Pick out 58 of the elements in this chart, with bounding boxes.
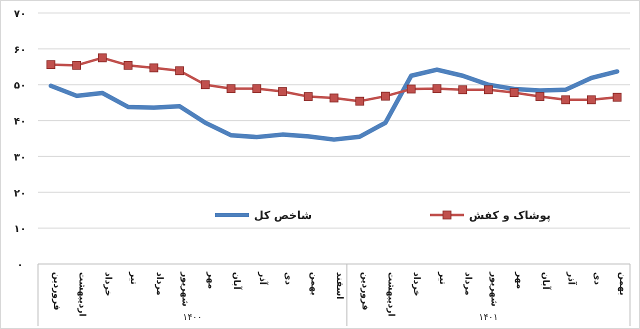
x-tick-label: شهریور [488,271,498,307]
x-tick-label: شهریور [180,271,190,307]
x-tick-label: دی [591,272,602,286]
point [304,92,313,101]
y-tick-label: ۲۰ [14,188,26,200]
x-tick-label: مهر [514,271,524,290]
x-tick-label: تیر [128,271,138,285]
point [124,60,132,70]
point [98,53,107,62]
x-tick-label: اردیبهشت [76,272,87,317]
point [406,84,416,94]
x-tick-label: خرداد [102,272,112,296]
x-tick-label: مرداد [154,272,164,296]
x-tick-label: مرداد [462,272,473,296]
point [330,94,338,102]
point [612,92,622,102]
y-tick-label: ۷۰ [14,9,26,20]
point [278,87,287,96]
x-tick-label: اسفند [334,272,344,300]
x-tick-label: مهر [205,271,216,290]
y-tick-label: ۰ [16,260,24,271]
x-tick-label: دی [282,272,293,286]
y-tick-label: ۳۰ [14,152,26,164]
x-tick-label: تیر [436,271,447,285]
x-tick-label: آذر [256,271,269,286]
y-tick-label: ۶۰ [14,44,26,56]
point [381,92,390,101]
point [432,84,442,94]
x-tick-label: آبان [540,272,552,290]
point [252,84,262,94]
x-tick-label: فروردین [360,272,370,310]
point [536,92,544,101]
y-tick-label: ۱۰ [14,224,26,236]
y-tick-label: ۵۰ [14,80,26,92]
point [46,60,56,70]
point [200,80,210,90]
point [586,95,596,104]
point [561,95,570,104]
point [510,88,519,98]
legend-label: پوشاک و کفش [469,209,551,222]
point [175,66,184,76]
point [149,63,158,72]
legend-label: شاخص کل [254,209,312,222]
point [72,60,82,70]
x-tick-label: آبان [231,272,244,290]
point [226,84,236,94]
point [484,85,493,94]
text: ۱۴۰۰ [182,313,202,323]
x-tick-label: فروردین [50,272,61,310]
point [355,96,364,106]
y-tick-label: ۴۰ [14,116,26,128]
x-tick-label: بهمن [308,272,318,296]
x-tick-label: آذر [566,271,578,286]
text: ۱۴۰۱ [478,313,498,323]
x-tick-label: بهمن [617,272,628,296]
x-tick-label: خرداد [411,272,422,296]
point [458,85,468,94]
x-tick-label: اردیبهشت [385,272,396,317]
